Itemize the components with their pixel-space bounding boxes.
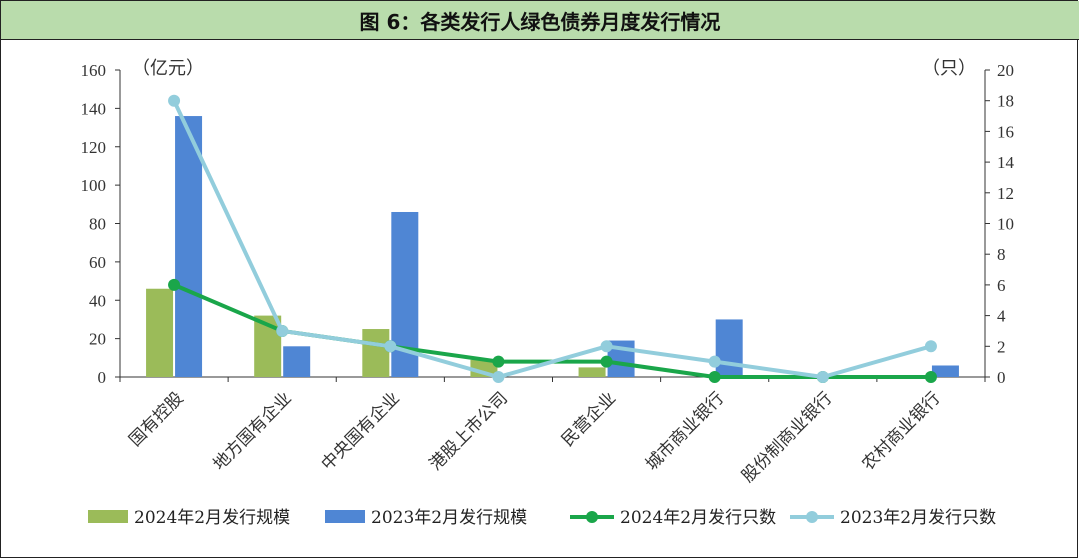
x-category-label: 国有控股 — [125, 388, 187, 450]
legend-item-0-swatch — [88, 510, 128, 523]
x-category-label: 中央国有企业 — [318, 388, 404, 474]
x-category-label: 股份制商业银行 — [738, 388, 836, 486]
x-category-label: 农村商业银行 — [858, 388, 944, 474]
x-category-label: 港股上市公司 — [426, 388, 512, 474]
line-2024-count-point-4 — [600, 355, 613, 368]
line-2023-count — [172, 99, 932, 379]
bar-2023-1 — [283, 346, 311, 377]
legend-item-2-label: 2024年2月发行只数 — [620, 508, 776, 528]
y-right-tick-label: 10 — [997, 215, 1014, 234]
line-2023-count-point-5 — [708, 355, 721, 368]
y-left-tick-label: 140 — [81, 99, 107, 118]
line-2023-count-point-0 — [168, 94, 181, 107]
y-left-tick-label: 100 — [81, 176, 107, 195]
y-left-unit-label: （亿元） — [132, 58, 204, 79]
y-right-tick-label: 2 — [997, 337, 1006, 356]
line-2023-count-point-6 — [816, 371, 829, 383]
bars-layer — [146, 116, 959, 378]
y-right-tick-label: 4 — [997, 307, 1006, 326]
y-left-tick-label: 60 — [89, 253, 106, 272]
line-2024-count-point-0 — [168, 278, 181, 291]
x-category-label: 城市商业银行 — [642, 388, 728, 474]
x-category-label: 民营企业 — [558, 388, 620, 450]
line-2024-count-point-3 — [492, 355, 505, 368]
legend-item-0-label: 2024年2月发行规模 — [134, 508, 290, 528]
legend-item-1-swatch — [325, 510, 365, 523]
y-left-tick-label: 160 — [81, 61, 107, 80]
legend-item-2-marker — [586, 511, 598, 523]
y-right-unit-label: （只） — [922, 58, 976, 79]
bar-2024-2 — [362, 329, 390, 377]
y-left-tick-label: 80 — [89, 215, 106, 234]
y-right-tick-label: 8 — [997, 245, 1006, 264]
line-2024-count-point-7 — [924, 371, 937, 383]
y-right-tick-label: 14 — [997, 153, 1015, 172]
legend-item-1-label: 2023年2月发行规模 — [371, 508, 527, 528]
line-2023-count-point-7 — [924, 340, 937, 353]
line-2023-count-point-2 — [384, 340, 397, 353]
bar-2024-4 — [578, 367, 606, 377]
line-2023-count-point-4 — [600, 340, 613, 353]
y-right-tick-label: 0 — [997, 368, 1006, 387]
legend: 2024年2月发行规模 2023年2月发行规模 2024年2月发行只数 2023年2月… — [88, 508, 996, 528]
y-right-tick-label: 12 — [997, 184, 1014, 203]
y-left-tick-label: 0 — [98, 368, 107, 387]
bar-2024-0 — [146, 288, 174, 377]
y-right-tick-label: 16 — [997, 122, 1014, 141]
legend-item-3-label: 2023年2月发行只数 — [840, 508, 996, 528]
y-right-tick-label: 18 — [997, 92, 1014, 111]
y-right-tick-label: 20 — [997, 61, 1014, 80]
legend-item-3-marker — [806, 511, 818, 523]
line-2024-count-point-5 — [708, 371, 721, 383]
line-2023-count-point-3 — [492, 371, 505, 383]
y-left-tick-label: 20 — [89, 330, 106, 349]
y-right-tick-label: 6 — [997, 276, 1006, 295]
axes-layer: 0 20 40 60 80 100 120 140 160 0 2 4 6 8 10 12 14 16 18 20 — [81, 61, 1015, 387]
x-category-label: 地方国有企业 — [209, 388, 295, 474]
bar-2023-5 — [715, 319, 743, 377]
chart-title: 图 6：各类发行人绿色债券月度发行情况 — [1, 1, 1079, 40]
lines-layer — [168, 94, 937, 383]
bar-2023-7 — [931, 365, 959, 377]
bar-2023-0 — [175, 116, 203, 378]
y-left-tick-label: 120 — [81, 138, 107, 157]
line-2023-count-point-1 — [276, 324, 289, 337]
y-left-tick-label: 40 — [89, 291, 106, 310]
